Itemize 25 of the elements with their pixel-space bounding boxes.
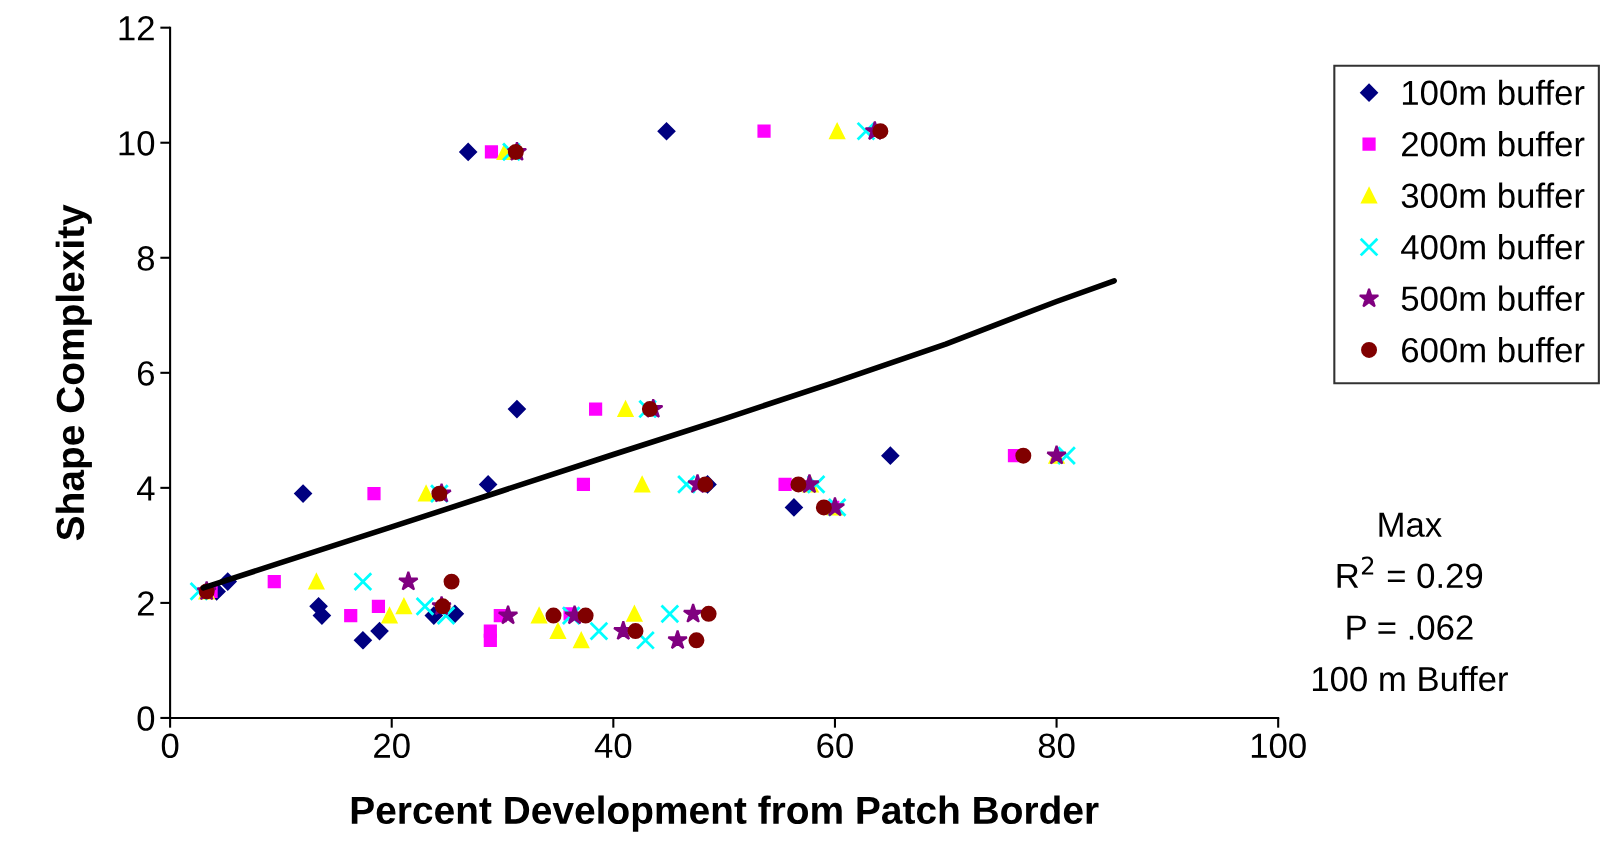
text: 100 m Buffer (1312, 665, 1508, 692)
text: Max (1379, 512, 1442, 537)
y-tick-label: 4 (137, 476, 155, 501)
y-axis-title: Shape Complexity (55, 204, 92, 541)
x-axis-title: Percent Development from Patch Border (351, 795, 1099, 832)
x-tick-label: 80 (1038, 733, 1075, 759)
x-tick-label: 40 (594, 733, 632, 759)
x-tick-label: 20 (374, 733, 410, 759)
legend-label: 400m buffer (1401, 234, 1585, 260)
legend-label: 300m buffer (1401, 182, 1585, 209)
legend-label: 500m buffer (1401, 285, 1585, 311)
y-tick-label: 0 (137, 706, 155, 731)
x-tick-label: 0 (161, 733, 179, 759)
y-tick-label: 12 (119, 16, 154, 41)
legend-label: 100m buffer (1402, 79, 1585, 106)
x-tick-label: 100 (1251, 733, 1306, 759)
y-tick-label: 2 (137, 591, 154, 616)
legend-label: 600m buffer (1402, 336, 1585, 363)
text: P = .062 (1347, 615, 1473, 640)
y-tick-label: 10 (119, 131, 155, 156)
y-tick-label: 6 (137, 361, 154, 386)
legend-label: 200m buffer (1402, 131, 1585, 157)
x-tick-label: 60 (817, 733, 853, 759)
y-tick-label: 8 (137, 246, 155, 271)
text: R$^{2}$ = 0.29 (1337, 556, 1483, 589)
